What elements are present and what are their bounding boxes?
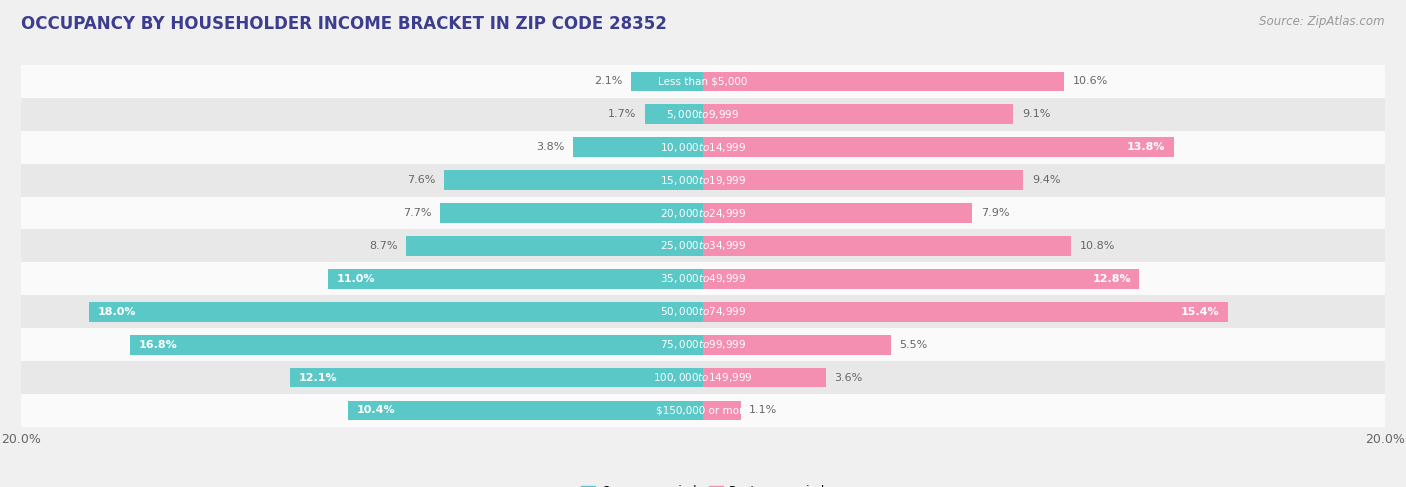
Bar xyxy=(21,262,1385,295)
Text: $35,000 to $49,999: $35,000 to $49,999 xyxy=(659,272,747,285)
Bar xyxy=(703,269,1139,289)
Text: 3.8%: 3.8% xyxy=(537,142,565,152)
Bar xyxy=(703,236,1071,256)
Bar xyxy=(21,65,1385,98)
Text: 12.1%: 12.1% xyxy=(299,373,337,383)
Text: 11.0%: 11.0% xyxy=(336,274,375,284)
Text: $5,000 to $9,999: $5,000 to $9,999 xyxy=(666,108,740,121)
Bar xyxy=(21,295,1385,328)
Legend: Owner-occupied, Renter-occupied: Owner-occupied, Renter-occupied xyxy=(576,481,830,487)
Bar xyxy=(444,170,703,190)
Text: $75,000 to $99,999: $75,000 to $99,999 xyxy=(659,338,747,351)
Bar xyxy=(291,368,703,388)
Text: Less than $5,000: Less than $5,000 xyxy=(658,76,748,86)
Text: Source: ZipAtlas.com: Source: ZipAtlas.com xyxy=(1260,15,1385,28)
Text: 13.8%: 13.8% xyxy=(1126,142,1166,152)
Bar xyxy=(21,164,1385,197)
Bar xyxy=(349,401,703,420)
Bar xyxy=(703,170,1024,190)
Bar xyxy=(703,401,741,420)
Text: $25,000 to $34,999: $25,000 to $34,999 xyxy=(659,240,747,252)
Text: 1.1%: 1.1% xyxy=(749,406,778,415)
Text: $15,000 to $19,999: $15,000 to $19,999 xyxy=(659,174,747,187)
Bar xyxy=(21,394,1385,427)
Bar xyxy=(21,361,1385,394)
Bar xyxy=(703,137,1174,157)
Text: 12.8%: 12.8% xyxy=(1092,274,1130,284)
Bar xyxy=(21,229,1385,262)
Bar xyxy=(703,72,1064,91)
Text: 10.8%: 10.8% xyxy=(1080,241,1115,251)
Text: $50,000 to $74,999: $50,000 to $74,999 xyxy=(659,305,747,318)
Bar xyxy=(574,137,703,157)
Bar xyxy=(21,98,1385,131)
Text: 9.4%: 9.4% xyxy=(1032,175,1060,185)
Bar xyxy=(89,302,703,321)
Text: 8.7%: 8.7% xyxy=(370,241,398,251)
Text: 7.9%: 7.9% xyxy=(981,208,1010,218)
Bar xyxy=(703,335,890,355)
Bar xyxy=(21,131,1385,164)
Text: 10.6%: 10.6% xyxy=(1073,76,1108,86)
Text: 2.1%: 2.1% xyxy=(595,76,623,86)
Text: $10,000 to $14,999: $10,000 to $14,999 xyxy=(659,141,747,154)
Text: 9.1%: 9.1% xyxy=(1022,109,1050,119)
Bar xyxy=(703,104,1014,124)
Bar xyxy=(631,72,703,91)
Text: 18.0%: 18.0% xyxy=(98,307,136,317)
Bar xyxy=(703,368,825,388)
Bar xyxy=(21,328,1385,361)
Text: $150,000 or more: $150,000 or more xyxy=(657,406,749,415)
Text: 3.6%: 3.6% xyxy=(834,373,862,383)
Text: 10.4%: 10.4% xyxy=(357,406,395,415)
Bar xyxy=(328,269,703,289)
Text: $20,000 to $24,999: $20,000 to $24,999 xyxy=(659,206,747,220)
Text: $100,000 to $149,999: $100,000 to $149,999 xyxy=(654,371,752,384)
Bar xyxy=(406,236,703,256)
Bar xyxy=(703,302,1227,321)
Text: 15.4%: 15.4% xyxy=(1181,307,1219,317)
Bar xyxy=(131,335,703,355)
Bar xyxy=(21,197,1385,229)
Bar xyxy=(703,203,973,223)
Text: 5.5%: 5.5% xyxy=(898,339,928,350)
Text: 1.7%: 1.7% xyxy=(609,109,637,119)
Text: 7.6%: 7.6% xyxy=(406,175,436,185)
Text: 7.7%: 7.7% xyxy=(404,208,432,218)
Bar xyxy=(440,203,703,223)
Text: 16.8%: 16.8% xyxy=(139,339,177,350)
Text: OCCUPANCY BY HOUSEHOLDER INCOME BRACKET IN ZIP CODE 28352: OCCUPANCY BY HOUSEHOLDER INCOME BRACKET … xyxy=(21,15,666,33)
Bar xyxy=(645,104,703,124)
